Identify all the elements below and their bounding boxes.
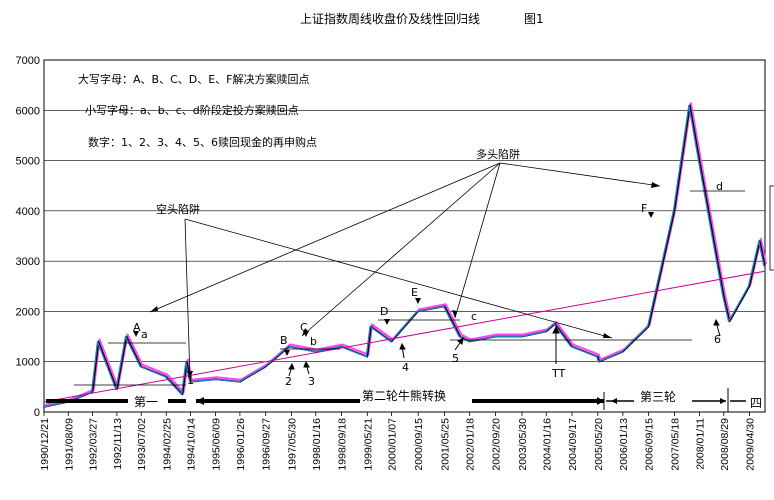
x-tick-label: 1991/08/09 bbox=[63, 418, 75, 471]
phase-label-3: 第三轮 bbox=[640, 390, 676, 404]
x-tick-label: 2008/08/29 bbox=[719, 418, 731, 471]
plot-area bbox=[43, 59, 766, 413]
x-tick-label: 2001/05/25 bbox=[440, 418, 452, 471]
point-label-a: a bbox=[141, 328, 148, 341]
bear-trap-line-2 bbox=[184, 218, 613, 339]
arrowhead-a bbox=[150, 306, 158, 312]
arrowhead-tt bbox=[603, 333, 612, 338]
point-markers bbox=[133, 212, 654, 356]
phase-label-4: 四 bbox=[750, 396, 762, 410]
x-tick-label: 2002/01/18 bbox=[465, 418, 477, 471]
x-tick-label: 2008/01/11 bbox=[694, 418, 706, 470]
x-tick-label: 2003/05/30 bbox=[517, 418, 529, 471]
legend-box bbox=[769, 185, 774, 271]
arrowhead-1 bbox=[187, 371, 193, 378]
legend-note-capitals: 大写字母：A、B、C、D、E、F解决方案赎回点 bbox=[78, 72, 310, 86]
bear-trap-line-1 bbox=[184, 218, 191, 379]
y-tick-label: 6000 bbox=[16, 105, 40, 117]
y-tick-label: 5000 bbox=[16, 156, 40, 168]
marker-E bbox=[415, 298, 421, 304]
point-label-c: c bbox=[471, 310, 477, 323]
x-tick-label: 2000/01/07 bbox=[387, 418, 399, 471]
point-label-D: D bbox=[380, 305, 388, 318]
y-axis: 0 1000 2000 3000 4000 5000 6000 7000 bbox=[16, 55, 40, 419]
x-axis: 1990/12/21 1991/08/09 1992/03/27 1992/11/13… bbox=[39, 412, 756, 471]
y-tick-label: 1000 bbox=[16, 357, 40, 369]
x-tick-label: 1993/07/02 bbox=[136, 418, 148, 471]
x-tick-label: 1999/05/21 bbox=[362, 418, 374, 471]
bull-trap-line-2 bbox=[301, 162, 501, 337]
point-label-E: E bbox=[411, 286, 418, 299]
x-tick-label: 2005/05/20 bbox=[593, 418, 605, 471]
point-label-6: 6 bbox=[714, 333, 721, 346]
point-label-3: 3 bbox=[308, 375, 315, 388]
marker-A bbox=[133, 331, 139, 337]
x-tick-label: 2002/09/20 bbox=[490, 418, 502, 471]
point-label-d: d bbox=[716, 180, 723, 193]
x-tick-label: 1994/02/25 bbox=[161, 418, 173, 471]
x-tick-label: 2004/09/17 bbox=[567, 418, 579, 471]
figure-label: 图1 bbox=[524, 12, 544, 26]
x-tick-label: 2007/05/18 bbox=[669, 418, 681, 471]
marker-F bbox=[648, 212, 654, 218]
arrowhead-d bbox=[651, 182, 660, 188]
series-group bbox=[42, 102, 768, 408]
y-tick-label: 3000 bbox=[16, 256, 40, 268]
x-tick-label: 1990/12/21 bbox=[39, 418, 51, 471]
legend-note-numbers: 数字：1、2、3、4、5、6赎回现金的再申购点 bbox=[88, 135, 317, 149]
rebuy-arrows bbox=[288, 318, 721, 377]
bull-trap-line-1 bbox=[149, 162, 501, 313]
point-label-F: F bbox=[641, 202, 647, 215]
annotation-arrowheads bbox=[150, 182, 660, 378]
point-label-C: C bbox=[300, 321, 308, 334]
x-tick-label: 1996/09/27 bbox=[261, 418, 273, 471]
point-label-1: 1 bbox=[187, 374, 194, 387]
x-tick-label: 2006/01/13 bbox=[618, 418, 630, 471]
point-label-4: 4 bbox=[402, 361, 409, 374]
y-tick-label: 4000 bbox=[16, 206, 40, 218]
x-tick-label: 2006/09/15 bbox=[644, 418, 656, 471]
y-tick-label: 0 bbox=[34, 407, 40, 419]
legend-note-lowercase: 小写字母：a、b、c、d阶段定投方案赎回点 bbox=[85, 103, 299, 117]
bear-trap-label: 空头陷阱 bbox=[156, 202, 200, 216]
chart-title: 上证指数周线收盘价及线性回归线 bbox=[300, 11, 480, 26]
x-tick-label: 2000/09/15 bbox=[413, 418, 425, 471]
x-tick-label: 2004/01/16 bbox=[541, 418, 553, 471]
regression-line bbox=[43, 270, 766, 403]
y-tick-label: 2000 bbox=[16, 306, 40, 318]
bull-trap-label: 多头陷阱 bbox=[476, 147, 520, 161]
point-label-b: b bbox=[310, 335, 317, 348]
x-tick-label: 1992/03/27 bbox=[88, 418, 100, 471]
marker-D bbox=[384, 319, 390, 325]
point-label-B: B bbox=[280, 334, 288, 347]
phase-bar bbox=[46, 388, 764, 412]
x-tick-label: 1994/10/14 bbox=[186, 418, 198, 471]
x-tick-label: 1992/11/13 bbox=[112, 418, 124, 470]
annotation-lines bbox=[74, 162, 745, 386]
x-tick-label: 1995/06/09 bbox=[211, 418, 223, 471]
x-tick-label: 2009/04/30 bbox=[744, 418, 756, 471]
point-label-A: A bbox=[133, 321, 141, 334]
price-series-line bbox=[42, 104, 765, 408]
point-label-tt: TT bbox=[551, 367, 566, 380]
bull-trap-line-3 bbox=[454, 162, 501, 319]
x-tick-label: 1998/09/18 bbox=[337, 418, 349, 471]
marker-C bbox=[303, 331, 309, 337]
y-tick-label: 7000 bbox=[16, 55, 40, 67]
x-tick-label: 1997/05/30 bbox=[286, 418, 298, 471]
arrowhead-c bbox=[452, 310, 457, 318]
point-label-2: 2 bbox=[285, 375, 292, 388]
marker-B bbox=[284, 350, 290, 356]
bull-trap-line-4 bbox=[499, 162, 661, 187]
x-tick-label: 1996/01/26 bbox=[235, 418, 247, 471]
gridlines bbox=[44, 109, 765, 363]
phase-label-2: 第二轮牛熊转换 bbox=[362, 388, 446, 403]
phase-label-1: 第一 bbox=[134, 395, 158, 409]
point-label-5: 5 bbox=[452, 352, 459, 365]
x-tick-label: 1998/01/16 bbox=[311, 418, 323, 471]
